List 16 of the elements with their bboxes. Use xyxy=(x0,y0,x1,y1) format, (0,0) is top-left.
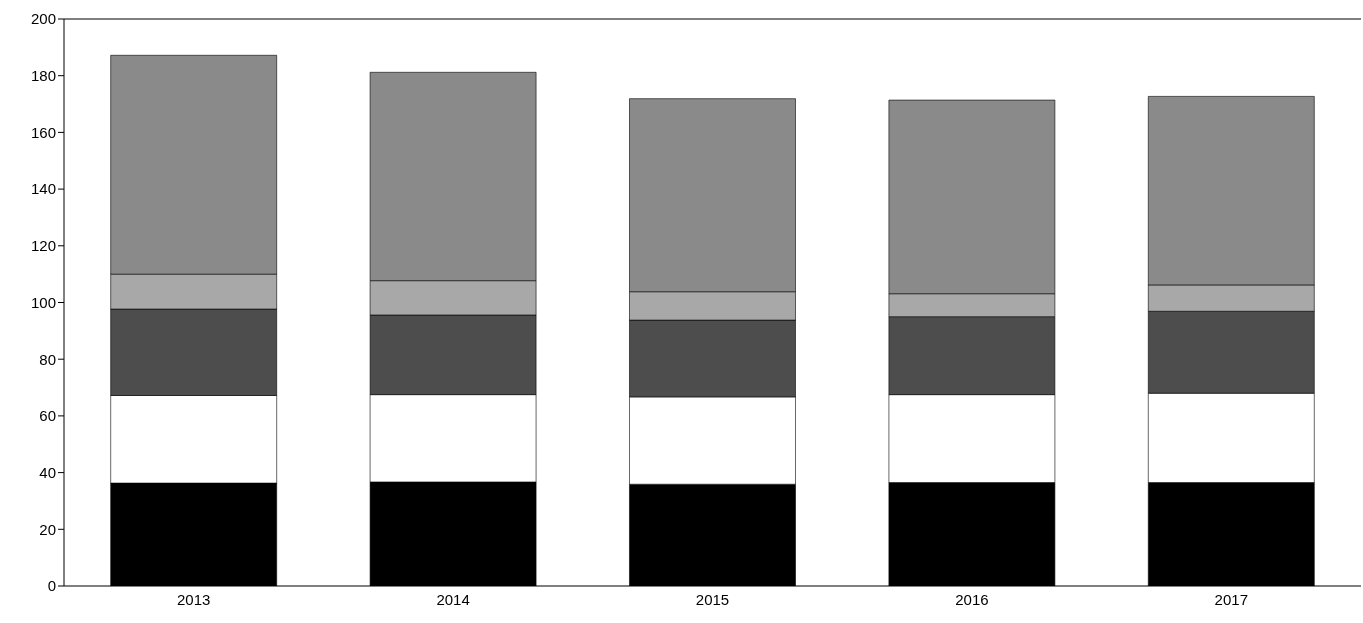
y-tick-label: 20 xyxy=(39,520,56,538)
x-tick-label: 2016 xyxy=(955,590,989,608)
y-tick-label: 180 xyxy=(30,67,56,85)
y-tick-label: 60 xyxy=(39,407,56,425)
x-tick-label: 2015 xyxy=(695,590,730,608)
x-tick-label: 2017 xyxy=(1214,590,1248,608)
y-tick-label: 0 xyxy=(47,577,56,595)
y-tick-label: 40 xyxy=(39,463,56,481)
y-tick-label: 160 xyxy=(30,123,56,141)
x-tick-label: 2013 xyxy=(177,590,211,608)
y-tick-label: 140 xyxy=(30,180,56,198)
y-tick-label: 80 xyxy=(39,350,56,368)
y-tick-label: 100 xyxy=(30,293,56,311)
y-tick-label: 120 xyxy=(30,237,56,255)
y-tick-label: 200 xyxy=(30,10,56,28)
x-tick-label: 2014 xyxy=(436,590,470,608)
